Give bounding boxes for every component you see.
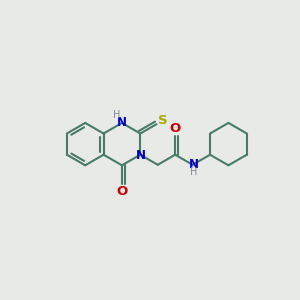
Text: H: H — [113, 110, 120, 120]
Text: N: N — [136, 149, 146, 162]
Text: S: S — [158, 114, 168, 127]
Text: H: H — [190, 167, 198, 177]
Text: O: O — [169, 122, 181, 135]
Text: N: N — [189, 158, 199, 171]
Text: O: O — [116, 185, 128, 198]
Text: N: N — [117, 116, 127, 129]
